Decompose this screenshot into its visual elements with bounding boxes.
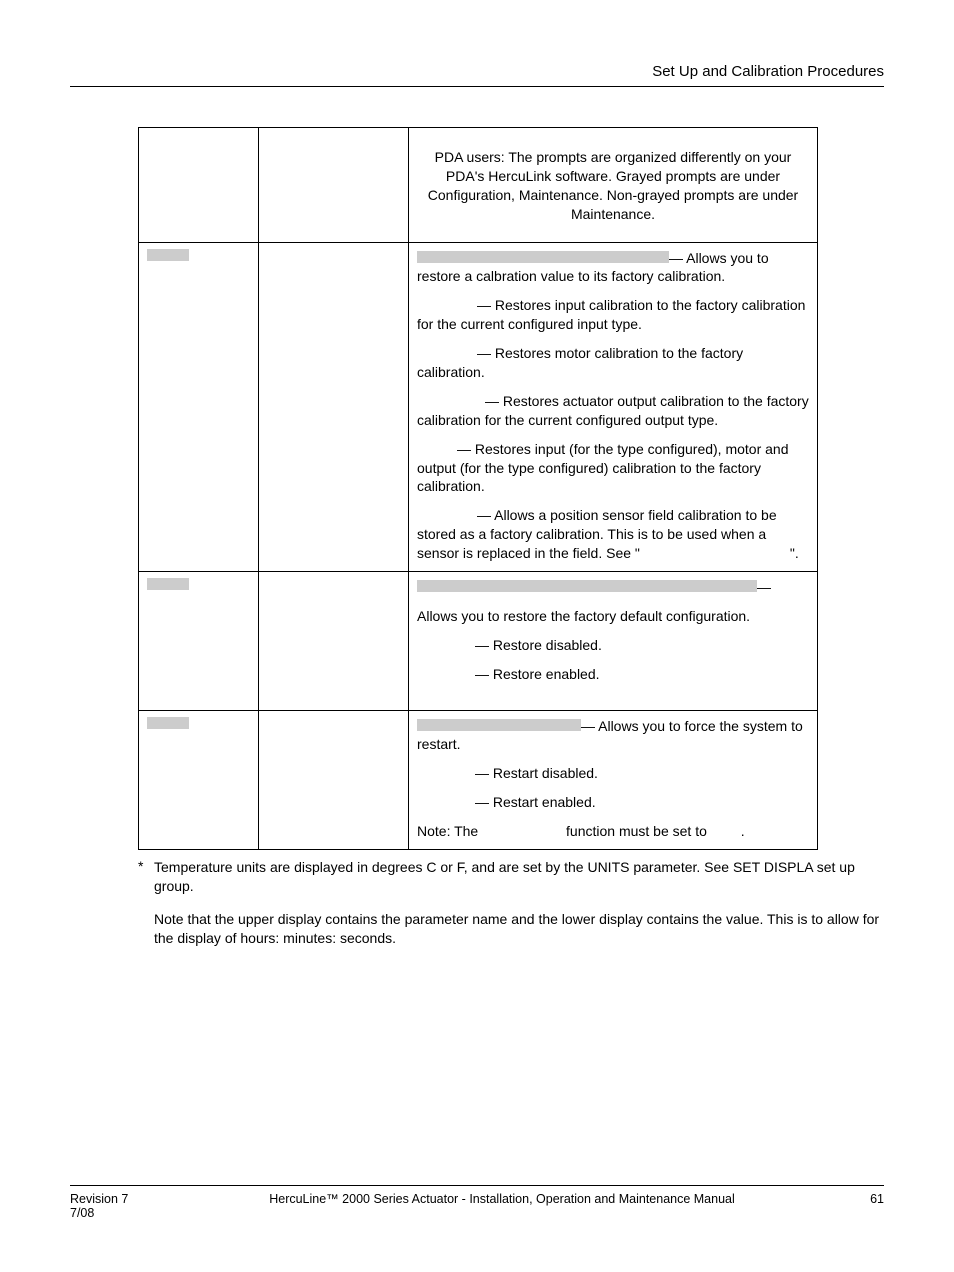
table-row: — Allows you to restore a calbration val… bbox=[139, 242, 818, 571]
footnote-row: * Temperature units are displayed in deg… bbox=[138, 858, 884, 896]
para: — Allows you to force the system to rest… bbox=[417, 717, 809, 755]
footnote-mark: * bbox=[138, 858, 154, 896]
cell-left bbox=[139, 710, 259, 849]
cell-mid bbox=[259, 242, 409, 571]
para: — bbox=[417, 578, 809, 597]
text: — Allows a position sensor field calibra… bbox=[417, 507, 777, 561]
text: . bbox=[741, 823, 745, 839]
table-row: PDA users: The prompts are organized dif… bbox=[139, 128, 818, 243]
cell-mid bbox=[259, 710, 409, 849]
doc-header-row: Set Up and Calibration Procedures bbox=[70, 63, 884, 80]
gray-marker bbox=[147, 717, 189, 729]
footnote-row: Note that the upper display contains the… bbox=[138, 910, 884, 948]
gray-marker bbox=[417, 719, 581, 731]
para: — Restores input calibration to the fact… bbox=[417, 296, 809, 334]
footnote-block: * Temperature units are displayed in deg… bbox=[138, 858, 884, 948]
para: — Restores motor calibration to the fact… bbox=[417, 344, 809, 382]
page: Set Up and Calibration Procedures PDA us… bbox=[0, 0, 954, 1272]
text: — Restores input calibration to the fact… bbox=[417, 297, 805, 332]
footer-date: 7/08 bbox=[70, 1206, 884, 1220]
footer-revision: Revision 7 bbox=[70, 1192, 170, 1206]
para: — Restore enabled. bbox=[417, 665, 809, 684]
footer-row: Revision 7 HercuLine™ 2000 Series Actuat… bbox=[70, 1192, 884, 1206]
footer-page-number: 61 bbox=[834, 1192, 884, 1206]
para: — Restores actuator output calibration t… bbox=[417, 392, 809, 430]
para: — Allows a position sensor field calibra… bbox=[417, 506, 809, 563]
footer-rule bbox=[70, 1185, 884, 1186]
footnote-text: Note that the upper display contains the… bbox=[154, 910, 884, 948]
para: — Restart enabled. bbox=[417, 793, 809, 812]
gray-marker bbox=[147, 249, 189, 261]
text: Allows you to restore the factory defaul… bbox=[417, 608, 750, 624]
footer-doc-title: HercuLine™ 2000 Series Actuator - Instal… bbox=[170, 1192, 834, 1206]
gray-marker bbox=[147, 578, 189, 590]
text: — Restart disabled. bbox=[475, 765, 598, 781]
para: — Allows you to restore a calbration val… bbox=[417, 249, 809, 287]
doc-footer: Revision 7 HercuLine™ 2000 Series Actuat… bbox=[70, 1185, 884, 1220]
text: — bbox=[757, 579, 771, 595]
params-table: PDA users: The prompts are organized dif… bbox=[138, 127, 818, 850]
cell-desc: — Allows you to restore the factory defa… bbox=[409, 572, 818, 711]
footnote-text: Temperature units are displayed in degre… bbox=[154, 858, 884, 896]
text: ". bbox=[790, 545, 799, 561]
para: Note: The function must be set to . bbox=[417, 822, 809, 841]
table-row: — Allows you to restore the factory defa… bbox=[139, 572, 818, 711]
text: — Restores actuator output calibration t… bbox=[417, 393, 809, 428]
text: function must be set to bbox=[562, 823, 711, 839]
cell-left bbox=[139, 242, 259, 571]
cell-mid bbox=[259, 128, 409, 243]
cell-desc: — Allows you to force the system to rest… bbox=[409, 710, 818, 849]
cell-left bbox=[139, 572, 259, 711]
text: — Restores input (for the type configure… bbox=[417, 441, 789, 495]
cell-left bbox=[139, 128, 259, 243]
gray-marker bbox=[417, 580, 757, 592]
header-rule bbox=[70, 86, 884, 87]
para: — Restore disabled. bbox=[417, 636, 809, 655]
pda-note-cell: PDA users: The prompts are organized dif… bbox=[409, 128, 818, 243]
para: — Restart disabled. bbox=[417, 764, 809, 783]
gray-marker bbox=[417, 251, 669, 263]
footnote-mark bbox=[138, 910, 154, 948]
cell-mid bbox=[259, 572, 409, 711]
text: — Restore enabled. bbox=[475, 666, 600, 682]
text: — Restore disabled. bbox=[475, 637, 602, 653]
text: Note: The bbox=[417, 823, 482, 839]
para: Allows you to restore the factory defaul… bbox=[417, 607, 809, 626]
doc-section-title: Set Up and Calibration Procedures bbox=[652, 63, 884, 80]
text: — Restores motor calibration to the fact… bbox=[417, 345, 743, 380]
cell-desc: — Allows you to restore a calbration val… bbox=[409, 242, 818, 571]
para: — Restores input (for the type configure… bbox=[417, 440, 809, 497]
text: — Restart enabled. bbox=[475, 794, 596, 810]
table-row: — Allows you to force the system to rest… bbox=[139, 710, 818, 849]
